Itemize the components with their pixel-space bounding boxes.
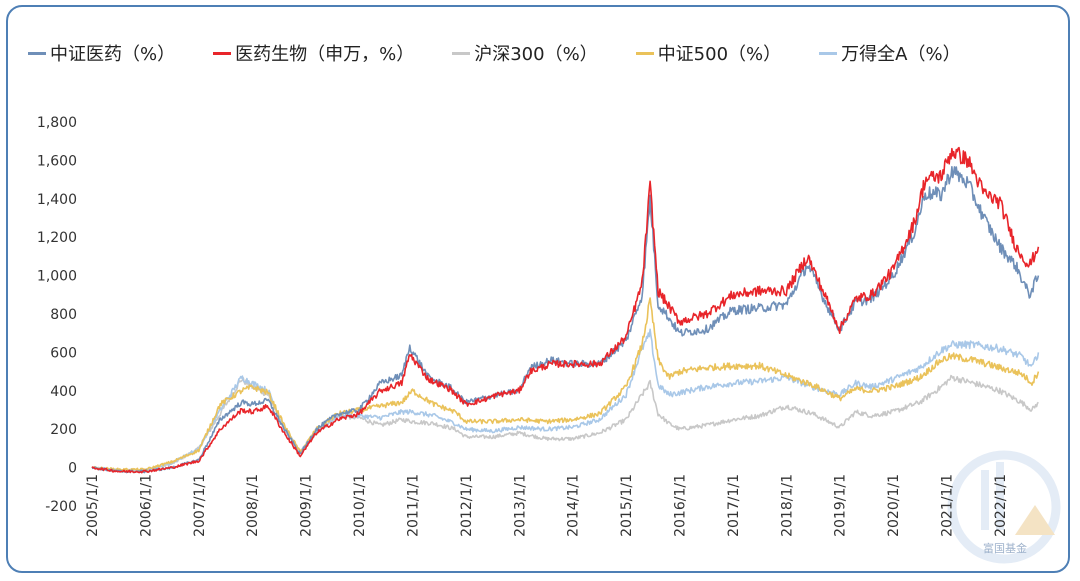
watermark-mountain bbox=[1015, 505, 1055, 535]
y-tick-label: 1,200 bbox=[37, 230, 77, 246]
x-axis: 2005/1/1 2006/1/1 2007/1/1 2008/1/1 2009/1/1… bbox=[85, 474, 1009, 537]
watermark-bars bbox=[981, 462, 1004, 530]
x-tick-label: 2019/1/1 bbox=[833, 474, 849, 537]
x-tick-label: 2020/1/1 bbox=[886, 474, 902, 537]
series-layer bbox=[91, 146, 1040, 474]
y-tick-label: 400 bbox=[50, 384, 77, 400]
legend-swatch bbox=[28, 51, 46, 55]
x-tick-label: 2005/1/1 bbox=[85, 474, 101, 537]
series-line-0 bbox=[91, 166, 1040, 474]
legend-label: 医药生物（申万，%） bbox=[235, 44, 415, 65]
chart-frame bbox=[6, 5, 1070, 573]
y-tick-label: 800 bbox=[50, 307, 77, 323]
x-tick-label: 2009/1/1 bbox=[299, 474, 315, 537]
x-tick-label: 2017/1/1 bbox=[726, 474, 742, 537]
y-tick-label: 200 bbox=[50, 422, 77, 438]
y-tick-label: -200 bbox=[45, 499, 77, 515]
x-tick-label: 2011/1/1 bbox=[405, 474, 421, 537]
legend: 中证医药（%） 医药生物（申万，%） 沪深300（%） 中证500（%） 万得全A（%） bbox=[28, 38, 961, 68]
x-tick-label: 2021/1/1 bbox=[940, 474, 956, 537]
x-tick-label: 2015/1/1 bbox=[619, 474, 635, 537]
legend-item: 中证500（%） bbox=[635, 40, 782, 66]
x-tick-label: 2022/1/1 bbox=[993, 474, 1009, 537]
legend-label: 沪深300（%） bbox=[474, 44, 598, 65]
x-tick-label: 2010/1/1 bbox=[352, 474, 368, 537]
y-tick-label: 1,800 bbox=[37, 115, 77, 131]
x-tick-label: 2006/1/1 bbox=[138, 474, 154, 537]
y-tick-label: 1,600 bbox=[37, 153, 77, 169]
legend-label: 中证500（%） bbox=[657, 44, 782, 65]
legend-label: 中证医药（%） bbox=[50, 44, 176, 65]
x-tick-label: 2016/1/1 bbox=[672, 474, 688, 537]
legend-item: 沪深300（%） bbox=[452, 40, 598, 66]
y-tick-label: 0 bbox=[68, 461, 77, 477]
legend-item: 万得全A（%） bbox=[819, 40, 961, 66]
legend-swatch bbox=[452, 51, 471, 55]
x-tick-label: 2007/1/1 bbox=[192, 474, 208, 537]
series-line-3 bbox=[91, 297, 1040, 472]
y-tick-label: 600 bbox=[50, 345, 77, 361]
y-tick-label: 1,400 bbox=[37, 192, 77, 208]
legend-item: 中证医药（%） bbox=[28, 40, 175, 66]
legend-swatch bbox=[213, 51, 232, 55]
legend-swatch bbox=[819, 51, 838, 55]
watermark-ring bbox=[947, 450, 1061, 564]
series-line-4 bbox=[91, 328, 1040, 473]
x-tick-label: 2008/1/1 bbox=[245, 474, 261, 537]
x-tick-label: 2018/1/1 bbox=[779, 474, 795, 537]
x-tick-label: 2012/1/1 bbox=[459, 474, 475, 537]
y-axis: -200 0 200 400 600 800 1,000 1,200 1,400 1,600 1,8… bbox=[37, 115, 77, 515]
y-tick-label: 1,000 bbox=[37, 269, 77, 285]
watermark-text: 富国基金 bbox=[983, 541, 1027, 555]
legend-swatch bbox=[635, 51, 654, 55]
legend-item: 医药生物（申万，%） bbox=[213, 40, 414, 66]
x-tick-label: 2013/1/1 bbox=[512, 474, 528, 537]
x-tick-label: 2014/1/1 bbox=[566, 474, 582, 537]
watermark-logo-icon: 富国基金 bbox=[947, 450, 1061, 564]
series-line-1 bbox=[91, 146, 1040, 474]
legend-label: 万得全A（%） bbox=[841, 44, 961, 65]
